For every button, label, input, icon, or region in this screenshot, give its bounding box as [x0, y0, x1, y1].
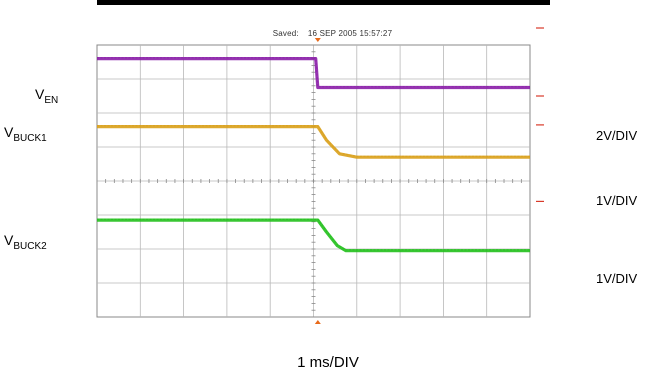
top-rule: [97, 0, 550, 5]
label-v-buck1-main: V: [4, 124, 14, 140]
label-v-buck1-sub: BUCK1: [13, 133, 47, 144]
trace-noise-v-buck2: [97, 218, 530, 251]
trigger-marker-bottom: [314, 320, 321, 324]
saved-value: 16 SEP 2005 15:57:27: [307, 29, 393, 38]
scale-v-buck1: 1V/DIV: [596, 193, 638, 208]
reference-markers: [314, 27, 544, 324]
label-v-en-sub: EN: [44, 95, 59, 106]
grid: [96, 44, 531, 318]
label-v-buck2: VBUCK2: [4, 233, 47, 254]
label-v-buck2-main: V: [4, 232, 14, 248]
trace-noise-v-buck1: [97, 125, 530, 157]
saved-timestamp: Saved: 16 SEP 2005 15:57:27: [0, 29, 656, 38]
trace-v-buck2: [97, 218, 530, 253]
label-v-en: VEN: [35, 87, 58, 108]
label-v-en-main: V: [35, 86, 45, 102]
label-v-buck1: VBUCK1: [4, 125, 47, 146]
time-scale-label: 1 ms/DIV: [297, 354, 359, 371]
trace-noise-v-en: [97, 57, 530, 88]
scale-v-en: 2V/DIV: [596, 128, 638, 143]
scale-v-buck2: 1V/DIV: [596, 271, 638, 286]
label-v-buck2-sub: BUCK2: [13, 241, 47, 252]
trigger-marker-top: [314, 38, 321, 42]
trace-v-en: [97, 57, 530, 90]
traces: [97, 57, 530, 253]
saved-label: Saved:: [272, 29, 299, 38]
